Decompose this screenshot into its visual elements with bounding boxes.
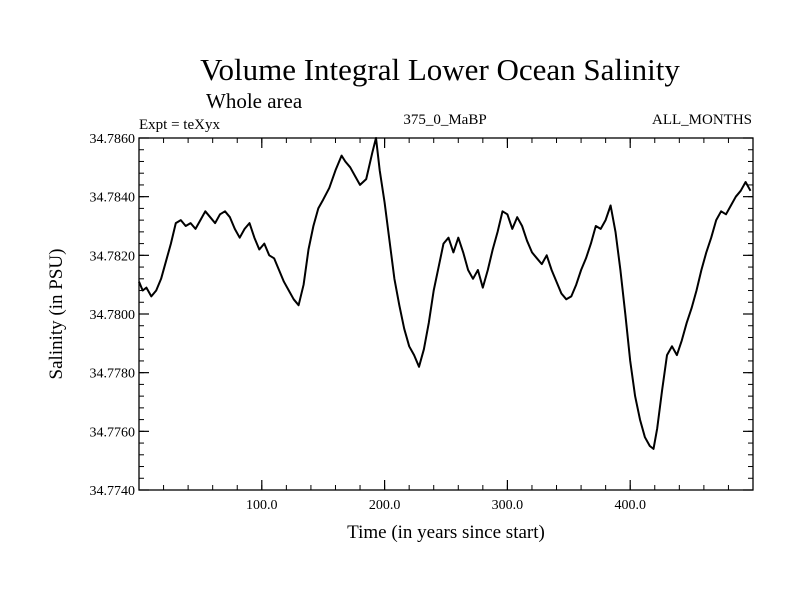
salinity-series-line (138, 137, 752, 450)
chart-subtitle: Whole area (206, 89, 303, 113)
y-tick-label: 34.7840 (90, 191, 136, 206)
y-tick-label: 34.7740 (90, 484, 136, 499)
x-tick-label: 200.0 (369, 498, 401, 513)
months-label: ALL_MONTHS (652, 112, 752, 128)
chart-title: Volume Integral Lower Ocean Salinity (200, 52, 680, 87)
plot-frame (138, 137, 754, 491)
period-label: 375_0_MaBP (403, 112, 486, 128)
y-tick-label: 34.7800 (90, 308, 136, 323)
y-tick-label: 34.7780 (90, 367, 136, 382)
x-axis-tick-labels: 100.0 200.0 300.0 400.0 (246, 498, 646, 513)
x-tick-label: 400.0 (614, 498, 646, 513)
y-tick-label: 34.7760 (90, 425, 136, 440)
x-tick-label: 300.0 (492, 498, 524, 513)
y-tick-label: 34.7860 (90, 132, 136, 147)
y-axis-ticks (139, 137, 753, 491)
y-axis-tick-labels: 34.7740 34.7760 34.7780 34.7800 34.7820 34.78… (90, 132, 136, 499)
x-axis-ticks (163, 138, 729, 490)
experiment-label: Expt = teXyx (139, 117, 220, 133)
x-tick-label: 100.0 (246, 498, 278, 513)
y-tick-label: 34.7820 (90, 249, 136, 264)
y-axis-label: Salinity (in PSU) (46, 249, 67, 380)
x-axis-label: Time (in years since start) (347, 522, 545, 543)
